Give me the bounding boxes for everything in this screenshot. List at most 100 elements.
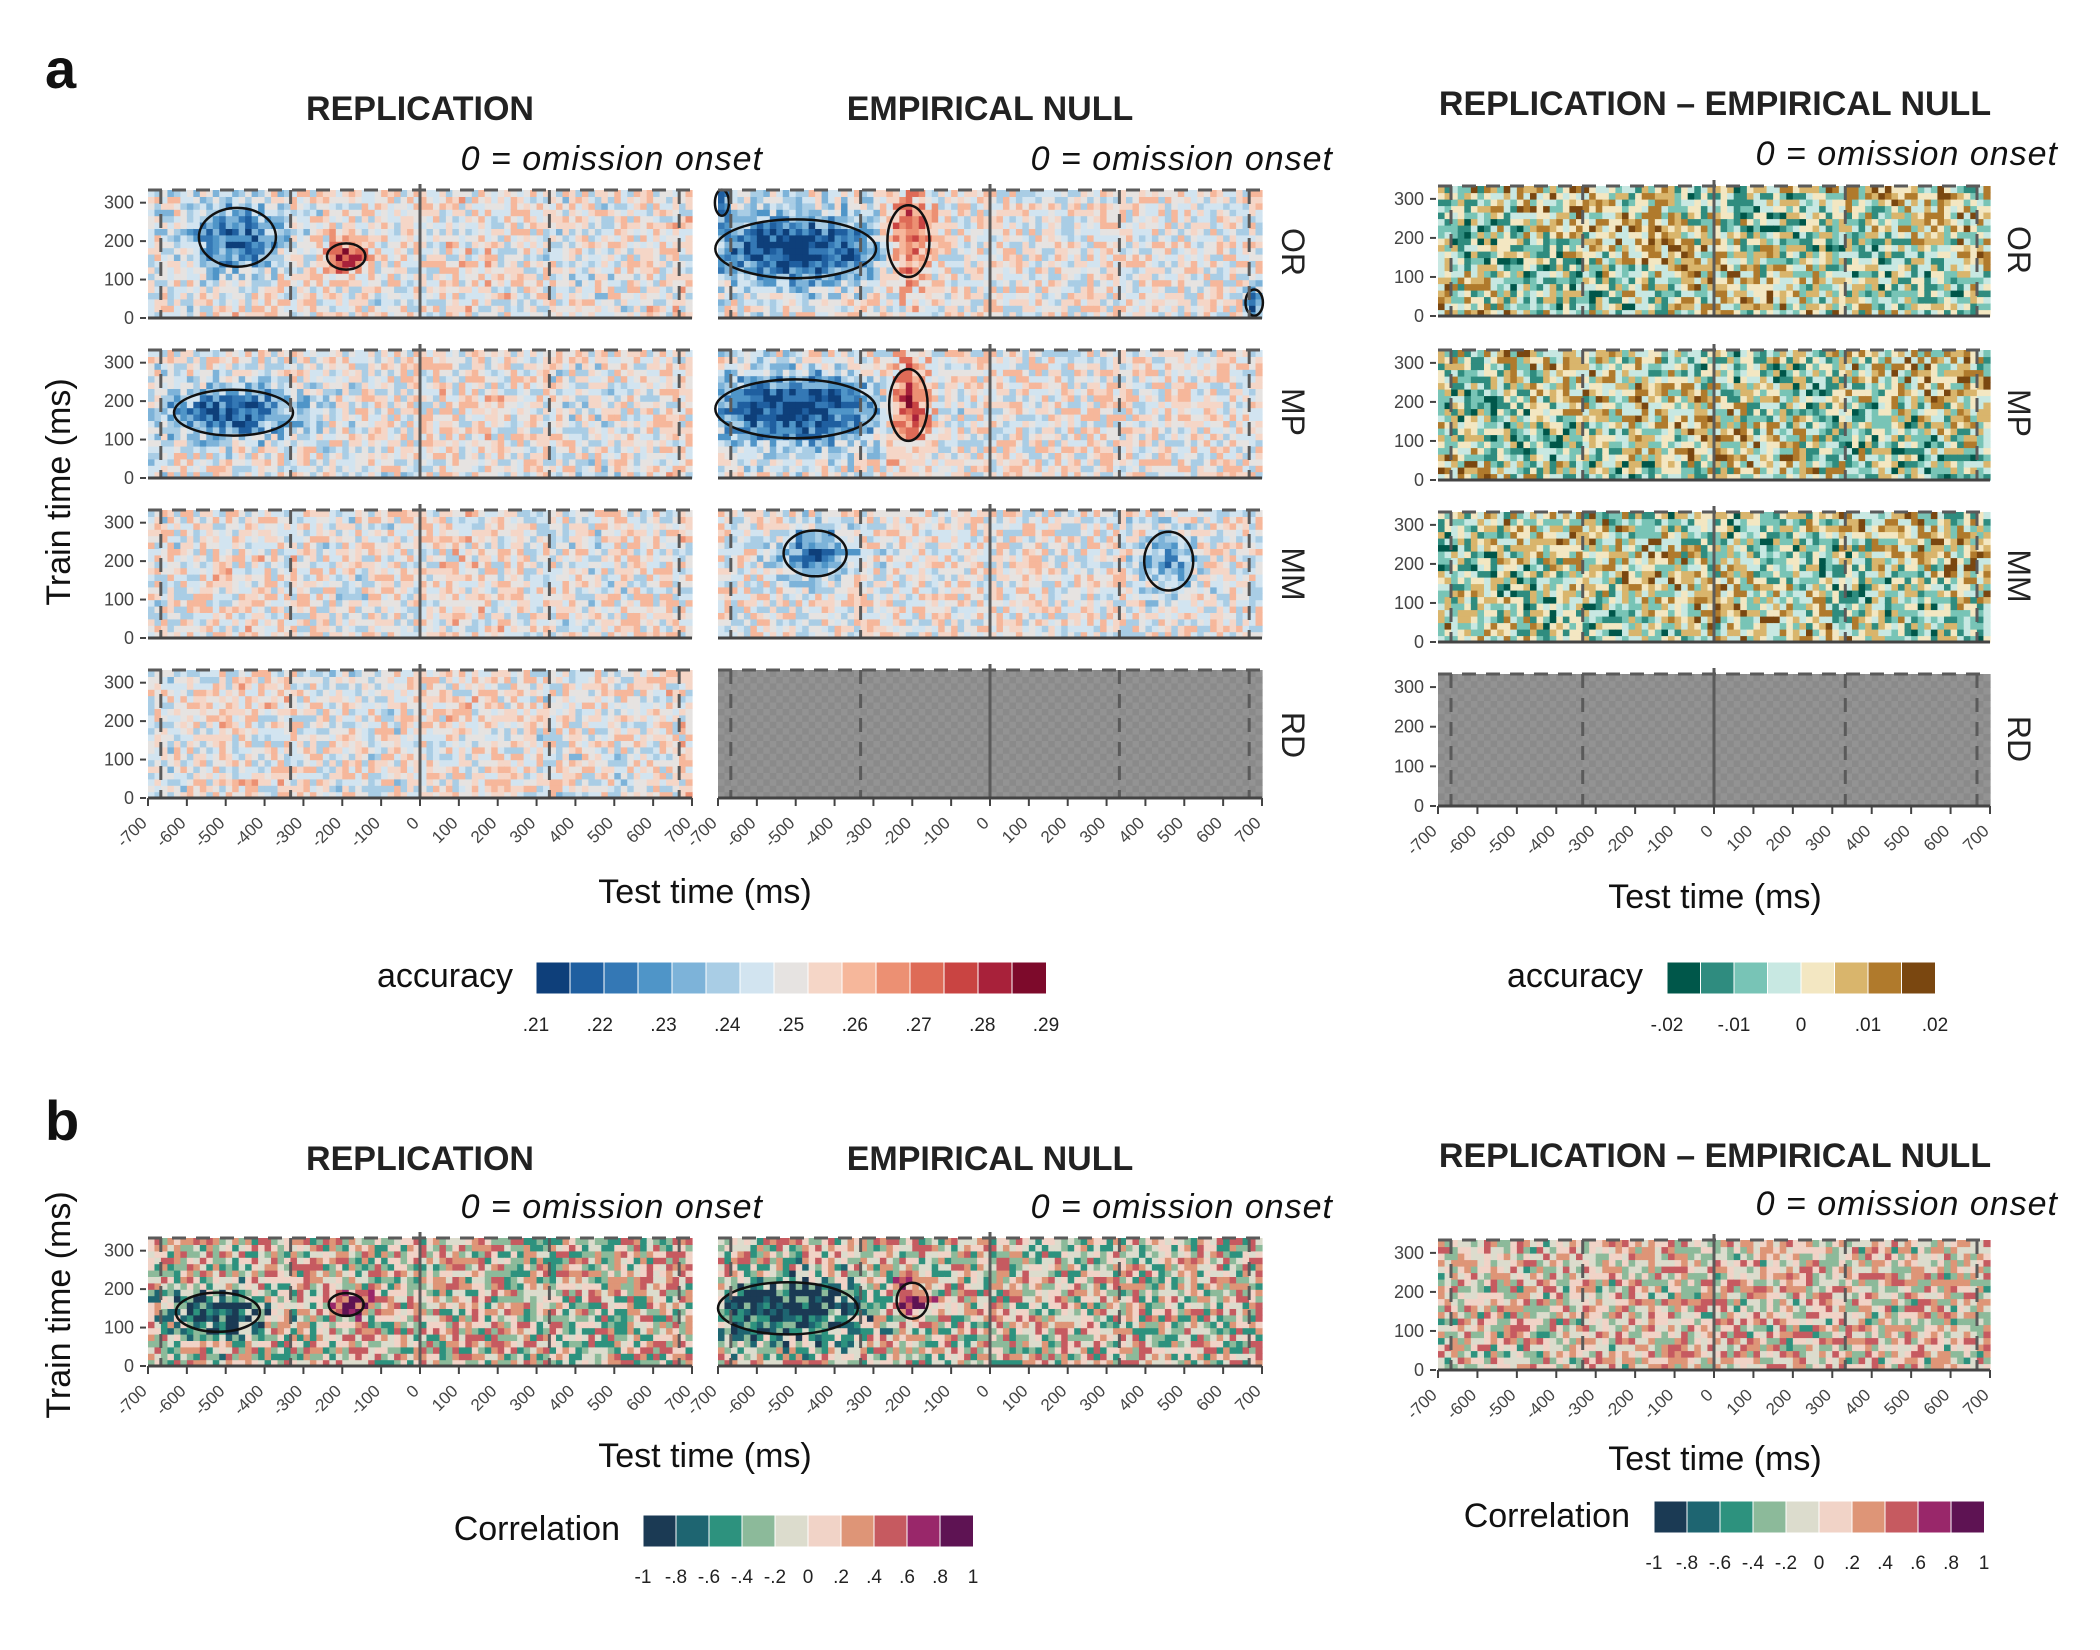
heat-tile: [666, 305, 673, 312]
heat-tile: [737, 203, 744, 210]
heat-tile: [971, 196, 978, 203]
heat-tile: [588, 267, 595, 274]
heat-tile: [1171, 254, 1178, 261]
heat-tile: [977, 222, 984, 229]
heat-tile: [640, 292, 647, 299]
heat-tile: [1891, 251, 1898, 258]
heat-tile: [1701, 219, 1708, 226]
heat-tile: [932, 254, 939, 261]
heat-tile: [323, 267, 330, 274]
heat-tile: [1760, 251, 1767, 258]
heat-tile: [640, 273, 647, 280]
heat-tile: [1191, 280, 1198, 287]
heat-tile: [932, 203, 939, 210]
heat-tile: [977, 228, 984, 235]
heat-tile: [1523, 199, 1530, 206]
heat-tile: [1806, 271, 1813, 278]
heat-tile: [653, 196, 660, 203]
heat-tile: [1217, 228, 1224, 235]
heat-tile: [1747, 232, 1754, 239]
heat-tile: [873, 228, 880, 235]
heat-tile: [666, 228, 673, 235]
heat-tile: [1550, 290, 1557, 297]
heat-tile: [1694, 206, 1701, 213]
heat-tile: [1944, 199, 1951, 206]
heat-tile: [556, 209, 563, 216]
heat-tile: [439, 280, 446, 287]
heat-tile: [1767, 225, 1774, 232]
heat-tile: [543, 280, 550, 287]
heat-tile: [867, 299, 874, 306]
heat-tile: [1256, 222, 1263, 229]
heat-tile: [1760, 264, 1767, 271]
heat-tile: [1622, 232, 1629, 239]
heat-tile: [1497, 206, 1504, 213]
heat-tile: [1918, 258, 1925, 265]
heat-tile: [485, 248, 492, 255]
heat-tile: [1197, 273, 1204, 280]
heat-tile: [1074, 228, 1081, 235]
heat-tile: [446, 254, 453, 261]
heat-tile: [1217, 305, 1224, 312]
heat-tile: [582, 241, 589, 248]
heat-tile: [1504, 193, 1511, 200]
heat-tile: [1819, 199, 1826, 206]
heat-tile: [1451, 297, 1458, 304]
heat-tile: [342, 196, 349, 203]
heat-tile: [1622, 212, 1629, 219]
heat-tile: [595, 280, 602, 287]
heat-tile: [886, 203, 893, 210]
heat-tile: [737, 235, 744, 242]
heat-tile: [1491, 284, 1498, 291]
heat-tile: [1236, 203, 1243, 210]
heat-tile: [951, 273, 958, 280]
heat-tile: [770, 235, 777, 242]
heat-tile: [1074, 203, 1081, 210]
heat-tile: [439, 209, 446, 216]
heat-tile: [1042, 286, 1049, 293]
heat-tile: [1543, 225, 1550, 232]
heat-tile: [686, 286, 693, 293]
heat-tile: [718, 286, 725, 293]
heat-tile: [524, 267, 531, 274]
heat-tile: [1022, 196, 1029, 203]
heat-tile: [1230, 280, 1237, 287]
heat-tile: [938, 228, 945, 235]
heat-tile: [1048, 299, 1055, 306]
heat-tile: [1859, 219, 1866, 226]
heat-tile: [1550, 232, 1557, 239]
heat-tile: [958, 267, 965, 274]
heat-tile: [1256, 235, 1263, 242]
heat-tile: [284, 228, 291, 235]
heat-tile: [1701, 199, 1708, 206]
heat-tile: [1642, 297, 1649, 304]
heat-tile: [1081, 254, 1088, 261]
heat-tile: [1780, 199, 1787, 206]
heat-tile: [828, 286, 835, 293]
heat-tile: [1747, 297, 1754, 304]
heat-tile: [1734, 277, 1741, 284]
heat-tile: [835, 299, 842, 306]
heat-tile: [271, 286, 278, 293]
heat-tile: [867, 292, 874, 299]
heat-tile: [1543, 193, 1550, 200]
heat-tile: [627, 209, 634, 216]
heat-tile: [1197, 248, 1204, 255]
heat-tile: [1701, 206, 1708, 213]
heat-tile: [200, 267, 207, 274]
heat-tile: [770, 222, 777, 229]
heat-tile: [763, 248, 770, 255]
heat-tile: [1230, 305, 1237, 312]
heat-tile: [1158, 286, 1165, 293]
heat-tile: [582, 292, 589, 299]
heat-tile: [167, 260, 174, 267]
heat-tile: [368, 209, 375, 216]
heat-tile: [1210, 286, 1217, 293]
heat-tile: [1937, 219, 1944, 226]
heat-tile: [278, 228, 285, 235]
heat-tile: [783, 196, 790, 203]
heat-tile: [193, 203, 200, 210]
heat-tile: [1826, 258, 1833, 265]
heat-tile: [1727, 251, 1734, 258]
heat-tile: [666, 267, 673, 274]
